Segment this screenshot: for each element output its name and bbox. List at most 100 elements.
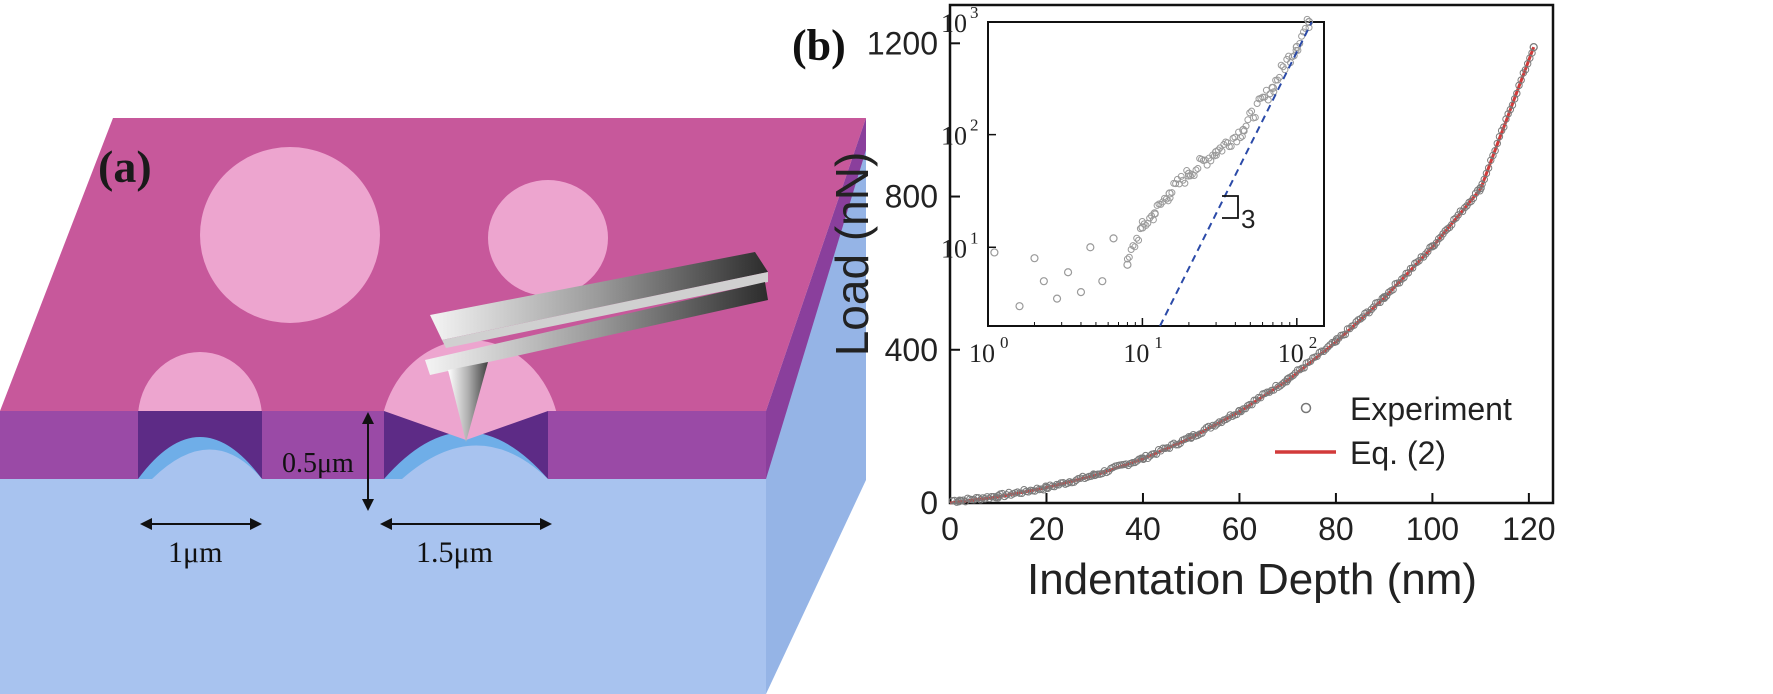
substrate-front [0,479,766,694]
film-right-face [766,118,866,479]
inset-point [1281,66,1289,74]
experiment-point [1415,257,1423,265]
experiment-point [1508,101,1517,109]
legend-experiment-marker [1300,402,1312,414]
experiment-point [1506,105,1515,114]
slope-label: 3 [1241,204,1255,234]
inset-point [1076,287,1086,297]
experiment-point [1050,482,1059,491]
experiment-point [1424,247,1432,256]
experiment-point [1207,424,1215,432]
cavity-right [384,411,548,479]
inset-point [1268,83,1276,91]
experiment-point [1395,279,1404,287]
y-tick-label: 400 [885,332,938,368]
film-front-face [0,411,766,479]
x-tick-label: 40 [1125,511,1161,547]
experiment-points-layer [948,42,1538,506]
inset-point [1257,94,1265,102]
legend-experiment-label: Experiment [1350,391,1512,427]
inset-y-tick-label: 10 [941,122,967,151]
inset-point [1172,180,1180,188]
experiment-point [1376,298,1384,307]
inset-point [1188,170,1196,178]
inset-point [1251,113,1259,121]
experiment-point [1263,388,1271,396]
inset-point [1086,243,1095,252]
inset-point [1133,234,1141,242]
afm-cantilever [425,252,768,442]
experiment-point [1313,352,1321,360]
inset-point [1052,294,1062,303]
experiment-point [1042,483,1051,492]
x-axis-title: Indentation Depth (nm) [1027,555,1477,604]
experiment-point [981,494,989,503]
inset-point [1165,189,1174,198]
x-tick-label: 100 [1406,511,1459,547]
experiment-point [1213,420,1221,428]
inset-point [1301,24,1309,32]
inset-point [1294,46,1302,54]
experiment-point [1497,126,1506,135]
disc-medium [488,180,608,296]
inset-point [1140,220,1148,228]
inset-point [1236,134,1244,142]
inset-point [1030,254,1039,263]
experiment-point [1469,194,1478,202]
experiment-point [1211,422,1219,430]
experiment-point [1443,225,1452,233]
experiment-point [1128,458,1137,467]
experiment-point [1283,375,1292,384]
inset-x-tick-exponent: 2 [1309,333,1318,352]
inset-point [1063,268,1073,277]
inset-y-tick-exponent: 1 [970,228,979,247]
inset-point [1123,260,1132,269]
inset-axis-ticks: 10 0 10 1 10 210 110 210 3 [941,3,1317,368]
legend-fit-label: Eq. (2) [1350,435,1446,471]
inset-point [1146,214,1154,222]
inset-point [1131,243,1139,251]
inset-point [1246,109,1254,117]
y-tick-label: 800 [885,179,938,215]
experiment-point [1358,313,1367,321]
experiment-point [1478,180,1486,188]
inset-point [1218,147,1226,155]
inset-point [1177,172,1185,180]
experiment-point [1484,164,1493,172]
experiment-point [1529,42,1538,52]
experiment-point [1461,203,1469,212]
inset-point [1039,277,1048,286]
inset-point [1277,61,1285,69]
inset-point [1194,165,1202,173]
inset-point [1223,139,1231,147]
inset-point [1214,146,1222,154]
experiment-point [1248,400,1256,409]
experiment-point [1265,388,1274,396]
experiment-point [1324,343,1332,351]
panel-a-label: (a) [98,141,152,192]
experiment-point [1428,242,1437,251]
experiment-point [1052,480,1061,489]
x-tick-label: 120 [1502,511,1555,547]
inset-x-tick-exponent: 0 [1000,333,1009,352]
experiment-point [1090,470,1099,480]
afm-tip [448,362,488,442]
experiment-point [1491,146,1499,155]
experiment-point [1513,89,1521,98]
inset-point [1198,155,1206,163]
experiment-point [1517,76,1525,84]
inset-point [1266,90,1274,98]
experiment-point [1138,454,1148,463]
x-tick-label: 0 [941,511,959,547]
inset-point [1305,24,1313,32]
inset-point [1248,107,1256,115]
experiment-point [1322,345,1330,354]
experiment-point [1421,250,1430,258]
y-tick-label: 1200 [867,25,938,61]
slope-triangle [1222,195,1239,219]
experiment-point [1300,364,1308,372]
experiment-point [1380,293,1389,302]
inset-x-tick-label: 10 [1278,339,1304,368]
experiment-point [1252,396,1261,404]
